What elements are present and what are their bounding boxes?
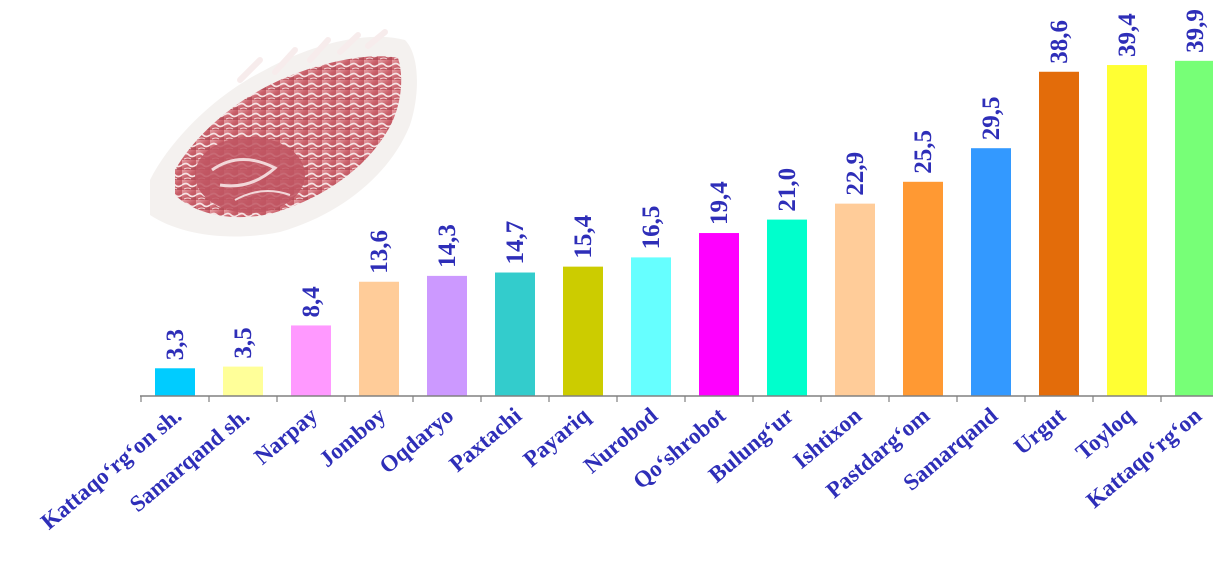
- data-label: 25,5: [910, 130, 937, 174]
- bar: [1039, 71, 1079, 396]
- tick-label: Oqdaryo: [375, 403, 459, 479]
- category-labels-group: Kattaqo‘rg‘on sh.Samarqand sh.NarpayJomb…: [36, 402, 1206, 534]
- bar: [1175, 60, 1213, 397]
- data-label: 14,7: [502, 221, 529, 265]
- bar: [155, 368, 195, 396]
- data-label: 14,3: [434, 224, 461, 268]
- bar: [767, 219, 807, 396]
- x-axis: [140, 395, 1213, 402]
- bar: [291, 325, 331, 396]
- data-label: 38,6: [1046, 20, 1073, 64]
- data-label: 15,4: [570, 214, 597, 258]
- data-label: 16,5: [638, 206, 665, 250]
- tick-label: Samarqand sh.: [125, 403, 254, 517]
- tick-label: Kattaqo‘rg‘on: [1081, 403, 1206, 513]
- tick-label: Paxtachi: [445, 402, 527, 477]
- data-label: 3,5: [230, 327, 257, 358]
- bar: [699, 233, 739, 396]
- value-labels-group: 3,3 3,5 8,4 13,6 14,3 14,7 15,4 16,5 19,4 21,0 22,…: [162, 9, 1209, 360]
- marbled-beef-image: [150, 29, 417, 237]
- tick-label: Urgut: [1009, 402, 1070, 459]
- bar: [427, 275, 467, 396]
- bar: [631, 257, 671, 396]
- bar: [495, 272, 535, 396]
- bar: [903, 181, 943, 396]
- data-label: 39,9: [1182, 9, 1209, 53]
- data-label: 22,9: [842, 152, 869, 196]
- data-label: 13,6: [366, 230, 393, 274]
- bars-group: [155, 60, 1213, 397]
- bar: [835, 203, 875, 396]
- bar: [971, 148, 1011, 396]
- data-label: 19,4: [706, 181, 733, 225]
- bar: [359, 281, 399, 396]
- data-label: 39,4: [1114, 13, 1141, 57]
- tick-label: Narpay: [249, 402, 322, 469]
- bar: [223, 366, 263, 396]
- data-label: 21,0: [774, 168, 801, 212]
- bar: [563, 266, 603, 396]
- data-label: 3,3: [162, 329, 189, 360]
- data-label: 29,5: [978, 96, 1005, 140]
- data-label: 8,4: [298, 286, 325, 318]
- bar: [1107, 65, 1147, 396]
